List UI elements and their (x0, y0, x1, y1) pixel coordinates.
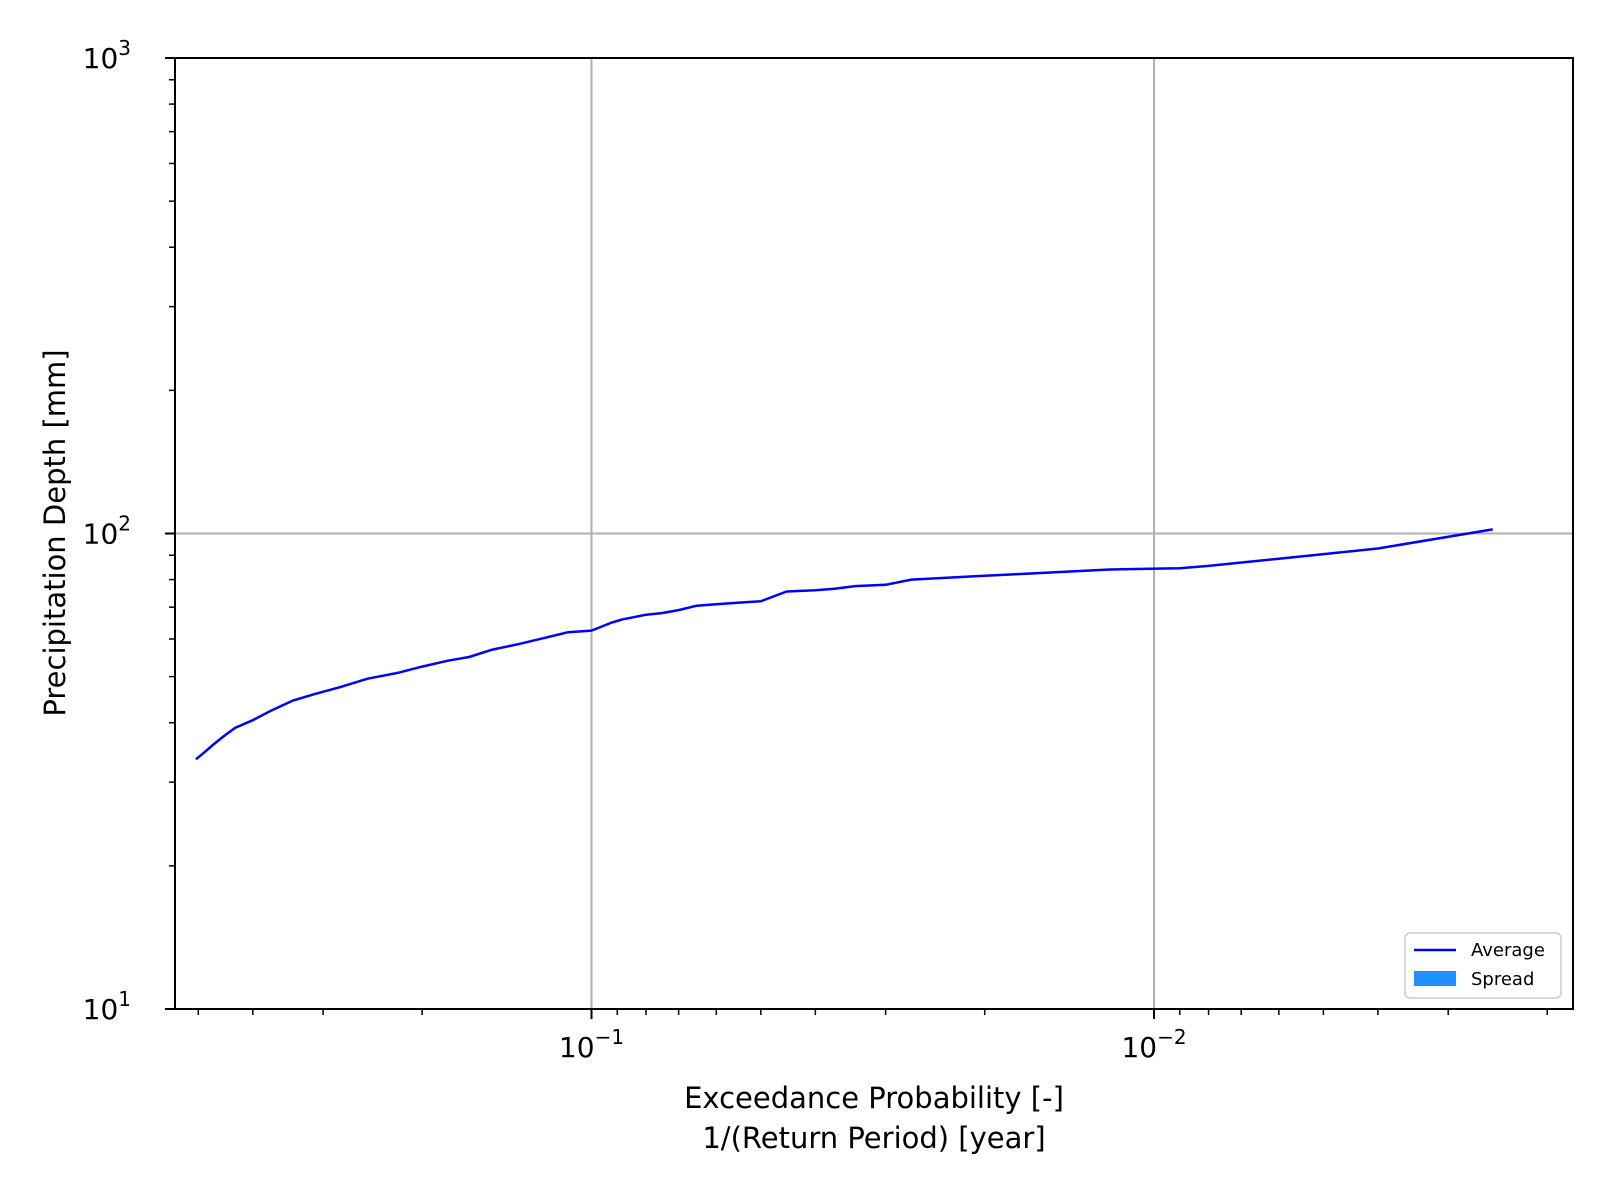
grid-lines (175, 58, 1573, 1009)
legend-spread-label: Spread (1471, 969, 1534, 990)
y-axis-label: Precipitation Depth [mm] (38, 349, 72, 716)
y-tick-label: 102 (83, 512, 131, 551)
series-average-line (195, 528, 1493, 761)
tick-marks (165, 57, 1549, 1019)
series-layer (195, 528, 1493, 761)
tick-labels: 10−1 10−2 101 102 103 (83, 36, 1187, 1064)
x-axis-label-line1: Exceedance Probability [-] (684, 1081, 1064, 1115)
x-tick-label: 10−1 (559, 1025, 624, 1064)
x-tick-label: 10−2 (1121, 1025, 1186, 1064)
legend-average-label: Average (1471, 940, 1545, 961)
y-tick-label: 103 (83, 36, 131, 75)
x-axis-label-line2: 1/(Return Period) [year] (702, 1121, 1045, 1155)
legend: Average Spread (1404, 932, 1562, 999)
legend-spread-swatch (1414, 971, 1456, 986)
y-tick-label: 101 (83, 987, 131, 1026)
